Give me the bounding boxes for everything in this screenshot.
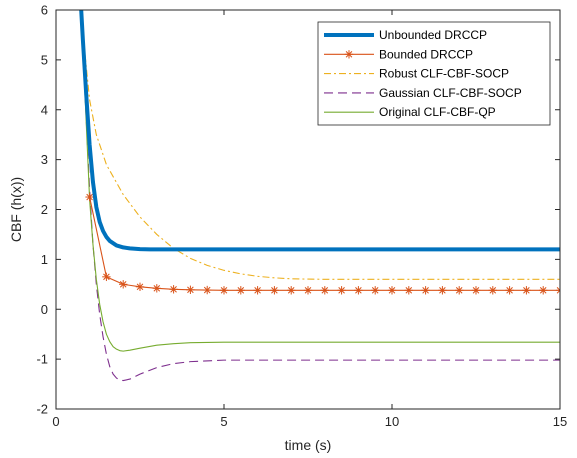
- series-point-bounded-drccp: [119, 280, 127, 288]
- series-point-bounded-drccp: [522, 286, 530, 294]
- series-point-bounded-drccp: [455, 286, 463, 294]
- y-tick-label: 0: [41, 302, 48, 317]
- series-point-bounded-drccp: [237, 286, 245, 294]
- x-tick-label: 5: [220, 414, 227, 429]
- legend-label: Unbounded DRCCP: [379, 28, 487, 42]
- series-point-bounded-drccp: [304, 286, 312, 294]
- series-point-bounded-drccp: [539, 286, 547, 294]
- series-point-bounded-drccp: [505, 286, 513, 294]
- legend-label: Gaussian CLF-CBF-SOCP: [379, 86, 522, 100]
- series-point-bounded-drccp: [270, 286, 278, 294]
- series-point-bounded-drccp: [102, 273, 110, 281]
- series-point-bounded-drccp: [405, 286, 413, 294]
- y-tick-label: -2: [36, 402, 48, 417]
- y-tick-label: 2: [41, 202, 48, 217]
- series-point-bounded-drccp: [438, 286, 446, 294]
- series-point-bounded-drccp: [472, 286, 480, 294]
- legend-label: Original CLF-CBF-QP: [379, 105, 496, 119]
- series-point-bounded-drccp: [287, 286, 295, 294]
- legend-label: Bounded DRCCP: [379, 47, 473, 61]
- series-point-bounded-drccp: [85, 193, 93, 201]
- y-tick-label: 4: [41, 102, 48, 117]
- x-tick-label: 10: [385, 414, 399, 429]
- series-point-bounded-drccp: [321, 286, 329, 294]
- x-tick-label: 0: [52, 414, 59, 429]
- y-tick-label: 1: [41, 252, 48, 267]
- series-point-bounded-drccp: [371, 286, 379, 294]
- legend-label: Robust CLF-CBF-SOCP: [379, 67, 509, 81]
- series-point-bounded-drccp: [337, 286, 345, 294]
- series-point-bounded-drccp: [354, 286, 362, 294]
- x-tick-label: 15: [553, 414, 567, 429]
- series-point-bounded-drccp: [489, 286, 497, 294]
- y-axis-title: CBF (h(x)): [8, 177, 24, 242]
- series-point-bounded-drccp: [203, 286, 211, 294]
- y-tick-label: 5: [41, 52, 48, 67]
- series-point-bounded-drccp: [220, 286, 228, 294]
- legend-marker-bounded-drccp: [345, 50, 353, 58]
- series-point-bounded-drccp: [421, 286, 429, 294]
- x-axis-title: time (s): [285, 437, 332, 453]
- series-point-bounded-drccp: [153, 284, 161, 292]
- y-tick-label: -1: [36, 352, 48, 367]
- series-point-bounded-drccp: [136, 283, 144, 291]
- y-tick-label: 3: [41, 152, 48, 167]
- legend: Unbounded DRCCP Bounded DRCCP Robust CLF-C…: [318, 22, 550, 125]
- series-point-bounded-drccp: [388, 286, 396, 294]
- y-tick-label: 6: [41, 3, 48, 18]
